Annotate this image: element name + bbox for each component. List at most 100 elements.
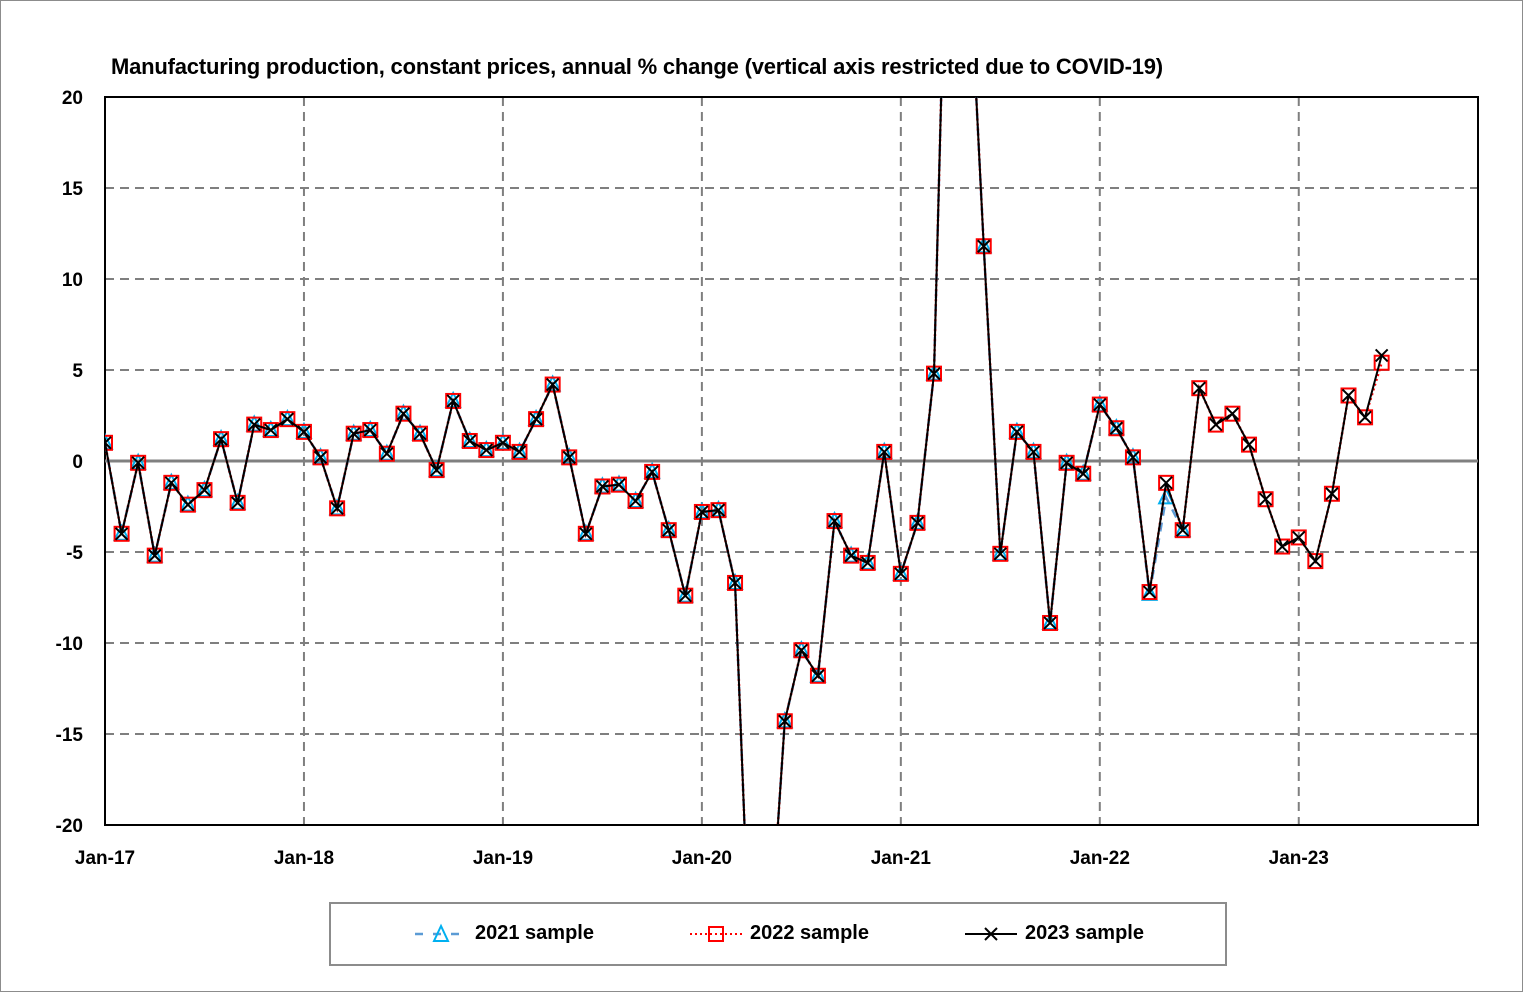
data-point-x — [1209, 417, 1223, 432]
data-point-square — [246, 416, 263, 433]
data-point-square — [412, 425, 429, 442]
data-point-triangle — [105, 432, 114, 450]
data-point-x — [164, 476, 179, 490]
data-point-x — [1043, 616, 1057, 630]
legend-item-2021-sample: 2021 sample — [413, 922, 594, 945]
data-point-square — [793, 642, 810, 659]
data-point-square — [1075, 465, 1092, 482]
data-point-x — [1308, 554, 1323, 568]
y-tick-label: 15 — [62, 179, 84, 200]
x-tick-label: Jan-18 — [274, 848, 334, 869]
data-point-square — [544, 376, 561, 393]
data-point-square — [644, 463, 661, 480]
x-marker-icon — [965, 926, 1017, 941]
data-point-x — [1142, 585, 1157, 599]
data-point-x — [1242, 437, 1256, 452]
x-tick-label: Jan-19 — [473, 848, 533, 869]
data-point-square — [196, 482, 213, 499]
data-point-x — [910, 516, 925, 530]
data-point-square — [229, 494, 246, 511]
data-point-x — [1358, 410, 1372, 425]
data-point-x — [131, 456, 145, 470]
data-point-square — [1274, 538, 1291, 555]
data-point-x — [827, 514, 842, 528]
data-point-square — [345, 425, 362, 442]
data-point-x — [1109, 421, 1124, 435]
data-point-square — [428, 462, 445, 479]
data-point-square — [279, 411, 296, 428]
data-point-x — [1175, 523, 1190, 537]
y-tick-labels: 20 15 10 5 0 -5 -10 -15 -20 — [56, 88, 84, 837]
y-tick-label: -10 — [56, 634, 83, 655]
x-tick-label: Jan-23 — [1269, 848, 1329, 869]
data-point-x — [894, 567, 908, 581]
data-point-x — [645, 465, 659, 479]
legend-label: 2023 sample — [1025, 922, 1144, 944]
data-point-square — [213, 431, 230, 448]
data-point-x — [247, 417, 261, 432]
series-line-2021-sample — [105, 97, 1184, 825]
data-point-x — [529, 412, 543, 426]
data-point-x — [545, 377, 560, 392]
data-point-x — [678, 588, 693, 603]
data-point-square — [843, 547, 860, 564]
data-point-x — [114, 527, 129, 541]
series-2023-sample — [105, 97, 1389, 825]
legend: 2021 sample 2022 sample 2023 sample — [329, 902, 1227, 966]
data-point-square — [561, 449, 578, 466]
data-point-square — [528, 411, 545, 428]
data-point-square — [1290, 529, 1307, 546]
y-tick-label: -5 — [66, 543, 83, 564]
data-point-square — [461, 432, 478, 449]
data-point-square — [1158, 474, 1175, 491]
data-point-square — [295, 423, 312, 440]
legend-label: 2021 sample — [475, 922, 594, 944]
data-point-x — [1192, 381, 1206, 395]
x-tick-label: Jan-21 — [871, 848, 932, 869]
data-point-x — [1374, 348, 1389, 363]
data-point-square — [1207, 416, 1224, 433]
data-point-square — [105, 434, 113, 451]
data-point-x — [479, 443, 494, 457]
y-tick-label: 0 — [72, 452, 83, 473]
data-point-x — [579, 527, 593, 541]
legend-item-2023-sample: 2023 sample — [963, 922, 1144, 945]
data-point-x — [1225, 406, 1240, 421]
data-point-square — [163, 474, 180, 491]
data-point-x — [927, 366, 941, 381]
y-tick-label: 5 — [72, 361, 83, 382]
data-point-x — [1292, 530, 1306, 545]
data-point-square — [1091, 396, 1108, 413]
data-point-x — [496, 436, 510, 450]
data-point-x — [728, 576, 742, 590]
triangle-marker-icon — [415, 923, 467, 942]
data-point-x — [181, 497, 195, 512]
series-line-2022-sample — [105, 97, 1383, 825]
data-point-x — [711, 503, 726, 517]
data-point-x — [512, 445, 527, 459]
data-point-x — [794, 643, 809, 657]
data-point-square — [859, 554, 876, 571]
data-point-x — [105, 436, 112, 450]
data-point-x — [429, 463, 444, 477]
axes — [104, 96, 1479, 826]
data-point-square — [312, 449, 329, 466]
data-point-square — [378, 445, 395, 462]
data-point-square — [1340, 387, 1357, 404]
data-point-x — [860, 556, 875, 570]
x-tick-label: Jan-17 — [75, 848, 135, 869]
data-point-square — [262, 422, 279, 439]
data-point-square — [1307, 553, 1324, 570]
series-group — [105, 97, 1390, 825]
x-tick-label: Jan-22 — [1070, 848, 1130, 869]
data-point-x — [446, 394, 460, 408]
data-point-square — [1323, 485, 1340, 502]
data-point-square — [362, 422, 379, 439]
y-tick-label: -20 — [56, 816, 83, 837]
data-point-x — [844, 548, 858, 563]
data-point-square — [1108, 420, 1125, 437]
data-point-x — [1010, 425, 1024, 439]
data-point-square — [146, 547, 163, 564]
square-marker-icon — [690, 925, 742, 942]
